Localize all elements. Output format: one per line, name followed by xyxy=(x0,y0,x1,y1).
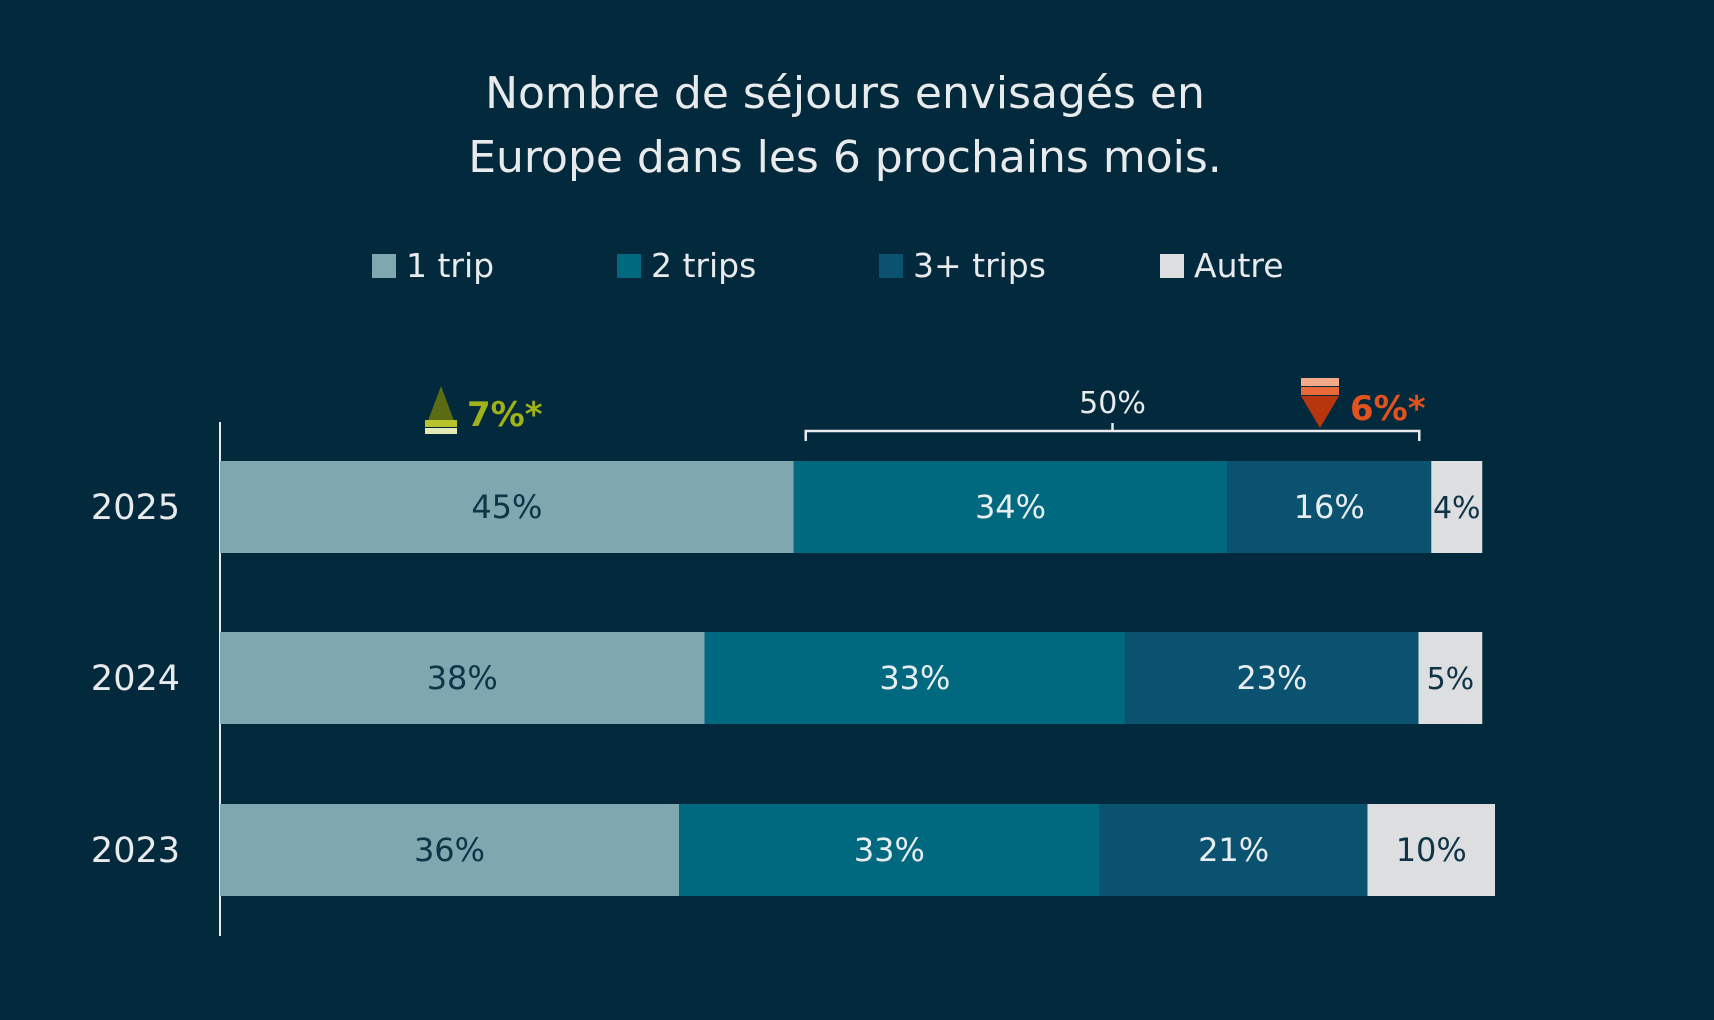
bar-1-trip-2024 xyxy=(220,632,705,724)
up-arrow-icon-stripe-1 xyxy=(425,420,457,427)
bar-3-plus-trips-2024 xyxy=(1125,632,1419,724)
bar-2-trips-2023 xyxy=(679,804,1100,896)
data-label-1-trip-2023: 36% xyxy=(414,831,485,869)
bracket-label: 50% xyxy=(1079,386,1146,421)
down-arrow-icon xyxy=(1301,396,1339,428)
chart-title: Nombre de séjours envisagés en Europe da… xyxy=(0,62,1690,190)
legend-swatch-autre xyxy=(1160,253,1184,278)
data-label-autre-2023: 10% xyxy=(1396,831,1467,869)
legend-label-3-plus-trips: 3+ trips xyxy=(913,246,1046,285)
legend-swatch-2-trips xyxy=(617,253,641,278)
legend-swatch-1-trip xyxy=(372,253,396,278)
data-label-3-plus-trips-2025: 16% xyxy=(1294,488,1365,526)
bar-autre-2024 xyxy=(1418,632,1483,724)
chart-title-line-2: Europe dans les 6 prochains mois. xyxy=(468,132,1222,183)
bar-3-plus-trips-2025 xyxy=(1227,461,1432,553)
legend-label-1-trip: 1 trip xyxy=(406,246,495,285)
category-label-2023: 2023 xyxy=(91,831,180,871)
data-label-1-trip-2024: 38% xyxy=(427,659,498,697)
bar-2-trips-2025 xyxy=(793,461,1228,553)
chart-title-line-1: Nombre de séjours envisagés en xyxy=(485,68,1205,119)
bar-autre-2023 xyxy=(1367,804,1495,896)
category-label-2025: 2025 xyxy=(91,488,180,528)
bar-autre-2025 xyxy=(1431,461,1483,553)
data-label-2-trips-2023: 33% xyxy=(854,831,925,869)
down-arrow-icon-stripe-1 xyxy=(1301,378,1339,386)
legend: 1 trip 2 trips 3+ trips Autre xyxy=(0,246,1714,290)
down-arrow-icon-stripe-2 xyxy=(1301,387,1339,395)
legend-swatch-3-plus-trips xyxy=(879,253,903,278)
up-arrow-icon-stripe-2 xyxy=(425,428,457,434)
up-arrow-icon xyxy=(426,386,456,426)
legend-label-autre: Autre xyxy=(1194,246,1284,285)
bar-2-trips-2024 xyxy=(704,632,1126,724)
legend-label-2-trips: 2 trips xyxy=(651,246,757,285)
data-label-3-plus-trips-2024: 23% xyxy=(1236,659,1307,697)
data-label-autre-2025: 4% xyxy=(1433,491,1481,526)
data-label-2-trips-2025: 34% xyxy=(975,488,1046,526)
bracket-2-plus-trips xyxy=(804,423,1421,441)
category-label-2024: 2024 xyxy=(91,659,180,699)
bar-3-plus-trips-2023 xyxy=(1099,804,1368,896)
legend-item-autre[interactable]: Autre xyxy=(1160,246,1284,285)
bar-1-trip-2025 xyxy=(220,461,794,553)
up-change-label: 7%* xyxy=(467,395,543,435)
data-label-2-trips-2024: 33% xyxy=(879,659,950,697)
legend-item-3-plus-trips[interactable]: 3+ trips xyxy=(879,246,1046,285)
data-label-autre-2024: 5% xyxy=(1427,662,1475,697)
legend-item-2-trips[interactable]: 2 trips xyxy=(617,246,756,285)
data-label-3-plus-trips-2023: 21% xyxy=(1198,831,1269,869)
bar-1-trip-2023 xyxy=(220,804,679,896)
down-change-label: 6%* xyxy=(1350,389,1426,429)
data-label-1-trip-2025: 45% xyxy=(471,488,542,526)
legend-item-1-trip[interactable]: 1 trip xyxy=(372,246,494,285)
